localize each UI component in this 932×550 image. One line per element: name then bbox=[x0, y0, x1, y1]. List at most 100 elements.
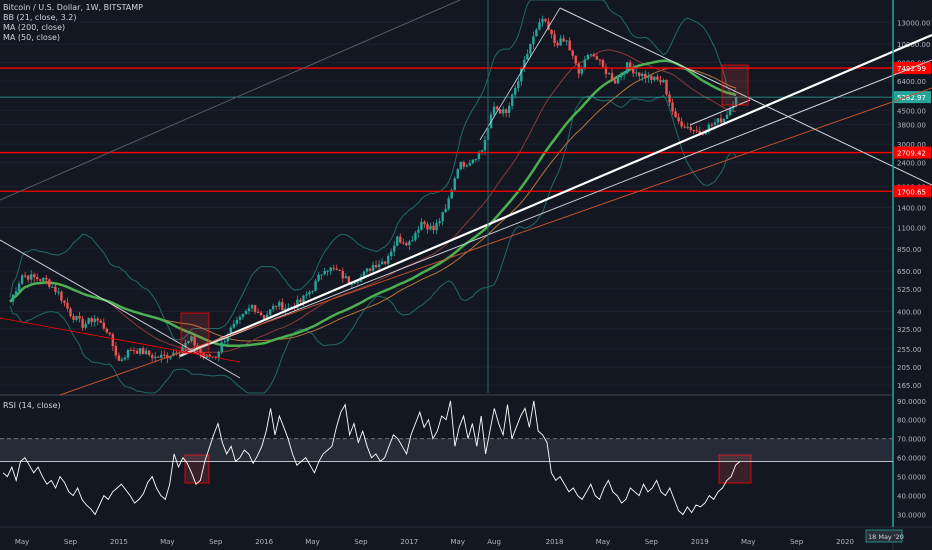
candle-body bbox=[504, 109, 508, 113]
candle-body bbox=[181, 347, 184, 353]
candle-body bbox=[492, 106, 496, 115]
candle-body bbox=[247, 308, 251, 312]
candle-body bbox=[253, 305, 257, 312]
time-tick-label: Sep bbox=[354, 538, 368, 546]
price-tick-label: 2400.00 bbox=[897, 160, 926, 168]
candle-body bbox=[284, 308, 287, 311]
candle-body bbox=[287, 307, 290, 309]
candle-body bbox=[57, 291, 60, 293]
price-tick-label: 3000.00 bbox=[897, 141, 926, 149]
candle-body bbox=[728, 108, 732, 115]
candle-body bbox=[226, 334, 230, 342]
candle-body bbox=[520, 68, 523, 82]
candle-body bbox=[474, 158, 478, 160]
time-tick-label: May bbox=[596, 538, 610, 546]
candle-body bbox=[108, 332, 112, 335]
candle-body bbox=[42, 277, 45, 281]
candle-body bbox=[238, 317, 242, 320]
candle-body bbox=[157, 356, 160, 358]
candle-body bbox=[72, 316, 75, 320]
candle-body bbox=[63, 300, 66, 303]
candle-body bbox=[129, 349, 133, 351]
candle-body bbox=[78, 316, 81, 319]
candle-body bbox=[190, 336, 193, 341]
price-label-box bbox=[894, 91, 931, 104]
time-tick-label: 2015 bbox=[110, 538, 128, 546]
rsi-highlight-box-2019 bbox=[718, 454, 752, 484]
price-label-box bbox=[894, 146, 931, 159]
candle-body bbox=[60, 291, 63, 301]
candle-body bbox=[450, 190, 453, 199]
candle-body bbox=[163, 354, 166, 356]
time-tick-label: Aug bbox=[487, 538, 501, 546]
candle-body bbox=[102, 322, 105, 329]
time-tick-label: May bbox=[305, 538, 319, 546]
candle-body bbox=[377, 264, 381, 268]
candle-body bbox=[423, 221, 426, 225]
candle-body bbox=[308, 291, 311, 295]
candle-body bbox=[713, 122, 717, 125]
candle-body bbox=[698, 130, 701, 134]
candle-body bbox=[644, 73, 647, 79]
price-label-box bbox=[894, 185, 931, 198]
candle-body bbox=[447, 198, 450, 209]
candle-body bbox=[635, 72, 638, 74]
candle-body bbox=[665, 80, 668, 95]
trendline-major bbox=[179, 33, 932, 358]
candle-body bbox=[647, 75, 650, 79]
candle-body bbox=[535, 29, 538, 37]
candle-body bbox=[589, 54, 593, 56]
candle-body bbox=[674, 111, 677, 118]
candle-body bbox=[734, 97, 738, 106]
candle-body bbox=[459, 162, 462, 170]
candle-body bbox=[417, 229, 420, 233]
candle-body bbox=[511, 94, 514, 106]
price-tick-label: 525.00 bbox=[897, 286, 922, 294]
candle-body bbox=[526, 53, 529, 60]
time-tick-label: Sep bbox=[64, 538, 78, 546]
candle-body bbox=[235, 319, 239, 324]
symbol-title[interactable]: Bitcoin / U.S. Dollar, 1W, BITSTAMP bbox=[3, 3, 143, 12]
candle-body bbox=[36, 277, 39, 280]
candle-body bbox=[84, 323, 87, 328]
candle-body bbox=[396, 236, 399, 246]
rsi-legend[interactable]: RSI (14, close) bbox=[3, 401, 61, 410]
bollinger-legend[interactable]: BB (21, close, 3.2) bbox=[3, 13, 77, 22]
ma200-legend[interactable]: MA (200, close) bbox=[3, 23, 66, 32]
candle-body bbox=[662, 80, 665, 83]
candle-body bbox=[641, 73, 644, 77]
time-tick-label: 2020 bbox=[836, 538, 854, 546]
main-legend: Bitcoin / U.S. Dollar, 1W, BITSTAMP BB (… bbox=[3, 3, 143, 43]
candle-body bbox=[683, 126, 686, 128]
candle-body bbox=[480, 150, 484, 152]
trendline-orange bbox=[59, 87, 932, 396]
candle-body bbox=[402, 242, 405, 244]
candle-body bbox=[538, 22, 541, 30]
ma50-legend[interactable]: MA (50, close) bbox=[3, 33, 61, 42]
candle-body bbox=[686, 126, 689, 128]
candle-body bbox=[689, 126, 692, 131]
candle-body bbox=[529, 44, 532, 54]
candle-body bbox=[17, 283, 21, 292]
candle-body bbox=[616, 77, 620, 84]
candle-body bbox=[692, 130, 695, 132]
time-tick-label: 2017 bbox=[400, 538, 418, 546]
time-tick-label: May bbox=[15, 538, 29, 546]
ma-secondary-line bbox=[9, 49, 737, 354]
candle-body bbox=[81, 318, 84, 328]
candle-body bbox=[523, 59, 526, 69]
candle-body bbox=[393, 245, 396, 252]
candle-body bbox=[550, 29, 553, 35]
candle-body bbox=[335, 268, 338, 270]
candle-body bbox=[39, 279, 42, 281]
rsi-tick-label: 60.0000 bbox=[897, 455, 926, 463]
candle-body bbox=[468, 163, 472, 166]
candle-body bbox=[622, 73, 626, 75]
candle-body bbox=[507, 105, 511, 113]
candle-body bbox=[719, 118, 723, 123]
candle-body bbox=[48, 279, 51, 287]
candle-body bbox=[123, 357, 127, 360]
candle-body bbox=[33, 274, 36, 278]
